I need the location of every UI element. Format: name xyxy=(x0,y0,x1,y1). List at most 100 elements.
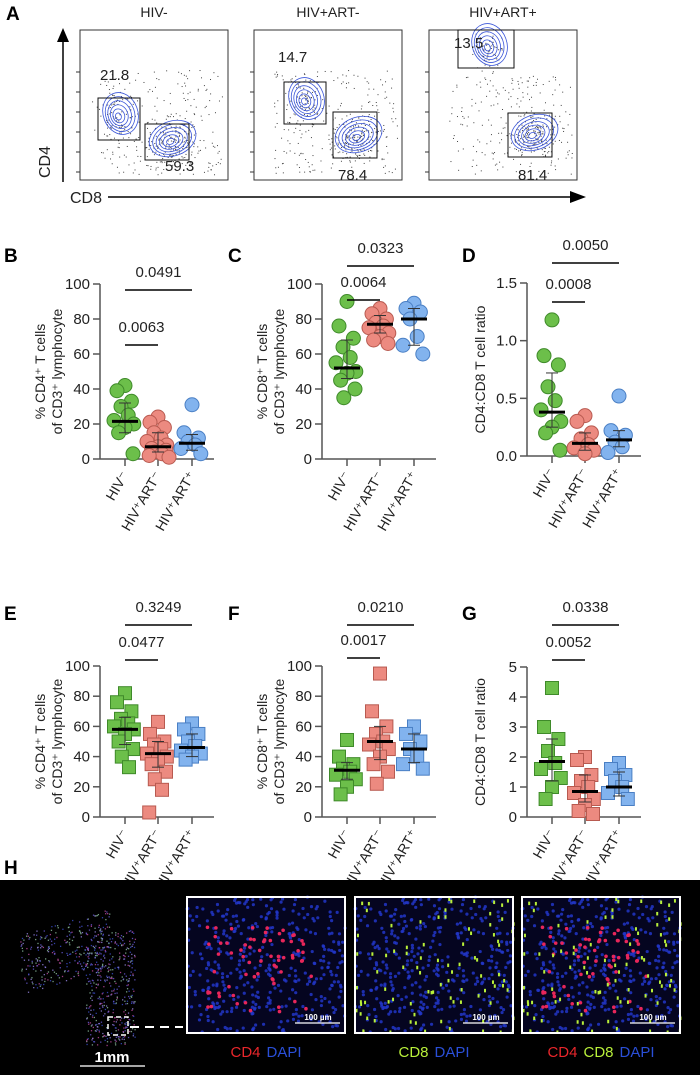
dapi-signal xyxy=(239,975,243,979)
dapi-signal xyxy=(315,905,319,909)
tissue-signal xyxy=(95,1030,97,1032)
event-dot xyxy=(185,164,187,166)
dapi-signal xyxy=(658,996,662,1001)
event-dot xyxy=(369,149,371,151)
dapi-signal xyxy=(462,991,466,995)
event-dot xyxy=(530,116,532,118)
dapi-signal xyxy=(445,1025,449,1029)
event-dot xyxy=(348,135,350,137)
dapi-signal xyxy=(605,930,609,934)
event-dot xyxy=(157,166,159,168)
event-dot xyxy=(111,125,113,127)
dapi-signal xyxy=(331,1006,335,1010)
dapi-signal xyxy=(268,968,272,972)
event-dot xyxy=(178,161,180,163)
dapi-signal xyxy=(422,1002,426,1006)
event-dot xyxy=(183,145,185,147)
event-dot xyxy=(361,129,363,131)
cd4-signal xyxy=(281,955,286,960)
tissue-signal xyxy=(119,1019,122,1021)
event-dot xyxy=(169,135,171,137)
tissue-signal xyxy=(124,955,126,958)
dapi-signal xyxy=(523,973,528,977)
tissue-signal xyxy=(128,995,130,998)
event-dot xyxy=(167,140,169,142)
dapi-signal xyxy=(253,1006,257,1010)
data-point xyxy=(347,381,363,397)
cd8-signal xyxy=(498,943,501,947)
event-dot xyxy=(563,128,565,130)
event-dot xyxy=(508,92,510,94)
dapi-signal xyxy=(571,924,576,928)
tissue-signal xyxy=(101,917,104,919)
dapi-signal xyxy=(381,960,385,964)
p-value: 0.0017 xyxy=(341,632,387,649)
event-dot xyxy=(571,134,573,136)
tissue-signal xyxy=(56,925,59,927)
dapi-signal xyxy=(509,1004,513,1008)
event-dot xyxy=(537,139,539,141)
event-dot xyxy=(342,123,344,125)
event-dot xyxy=(178,136,180,138)
tissue-signal xyxy=(47,979,49,981)
tissue-signal xyxy=(113,988,116,990)
dapi-signal xyxy=(533,1004,537,1008)
event-dot xyxy=(121,111,123,113)
event-dot xyxy=(312,169,314,171)
dapi-signal xyxy=(256,990,260,994)
dapi-signal xyxy=(340,954,345,958)
dapi-signal xyxy=(207,997,211,1001)
cd8-signal xyxy=(385,953,388,958)
event-dot xyxy=(203,140,205,142)
cd8-signal xyxy=(470,931,473,936)
tissue-signal xyxy=(94,947,96,950)
event-dot xyxy=(496,58,498,60)
event-dot xyxy=(539,92,541,94)
cd4-signal xyxy=(250,925,255,930)
tissue-signal xyxy=(99,967,101,969)
event-dot xyxy=(295,75,297,77)
cd4-signal xyxy=(227,984,231,989)
dapi-signal xyxy=(505,940,509,944)
dapi-signal xyxy=(266,996,271,1000)
dapi-signal xyxy=(401,926,406,931)
dapi-signal xyxy=(471,971,475,975)
cd4-signal xyxy=(636,942,641,946)
dapi-signal xyxy=(603,968,607,972)
event-dot xyxy=(394,168,396,170)
tissue-signal xyxy=(106,1027,108,1029)
event-dot xyxy=(340,105,342,107)
event-dot xyxy=(179,139,181,141)
dapi-signal xyxy=(611,983,616,987)
event-dot xyxy=(334,117,336,119)
cd8-signal xyxy=(626,1000,629,1004)
event-dot xyxy=(128,164,130,166)
tissue-signal xyxy=(53,971,56,973)
event-dot xyxy=(336,126,338,128)
dapi-signal xyxy=(418,985,422,989)
dapi-signal xyxy=(551,1027,555,1032)
cd4-signal xyxy=(277,931,282,936)
dapi-signal xyxy=(663,914,667,919)
event-dot xyxy=(203,171,205,173)
cd4-signal xyxy=(576,954,580,959)
dapi-signal xyxy=(655,966,659,970)
cd8-signal xyxy=(392,997,395,1002)
dapi-signal xyxy=(666,1006,670,1010)
event-dot xyxy=(361,105,363,107)
data-point xyxy=(155,782,169,797)
dapi-signal xyxy=(325,1013,329,1018)
event-dot xyxy=(373,88,375,90)
data-point xyxy=(545,681,559,695)
event-dot xyxy=(274,126,276,128)
tissue-signal xyxy=(108,963,110,965)
cd4-signal xyxy=(616,955,621,960)
dapi-signal xyxy=(558,987,562,991)
event-dot xyxy=(570,173,572,175)
dapi-signal xyxy=(589,922,593,926)
event-dot xyxy=(193,126,195,128)
dapi-signal xyxy=(238,901,242,905)
contour-line xyxy=(517,121,550,147)
dapi-signal xyxy=(200,957,204,961)
